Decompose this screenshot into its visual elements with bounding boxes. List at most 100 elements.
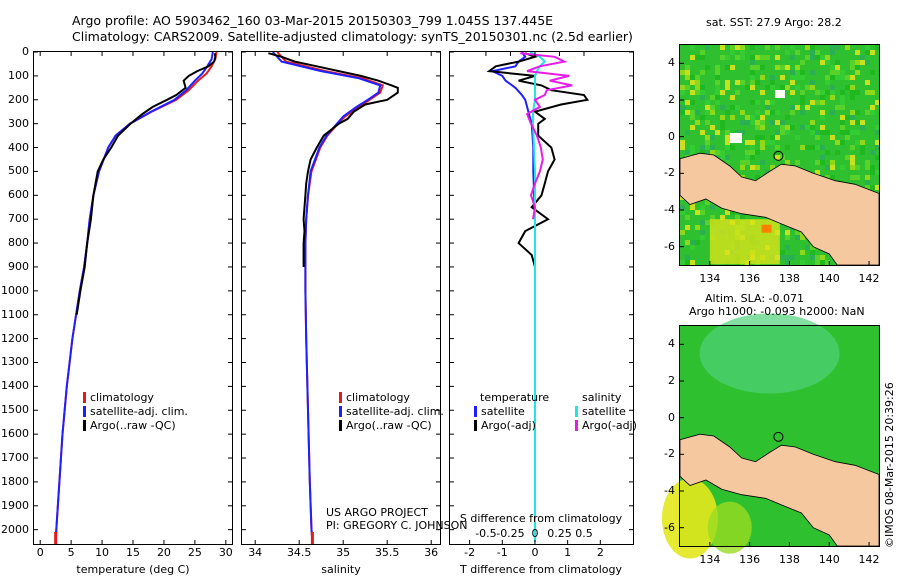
map-x-tick-label: 136 [739,553,761,566]
sst-pixel [855,60,860,65]
sst-pixel [835,70,840,75]
depth-tick-label: 800 [8,236,29,250]
sst-pixel [695,80,700,85]
sst-pixel [785,235,790,240]
sst-pixel [750,145,755,150]
depth-tick-label: 200 [8,92,29,106]
sst-pixel [855,110,860,115]
sst-pixel [685,215,690,220]
sst-pixel [765,85,770,90]
sst-pixel [695,240,700,245]
sst-pixel [815,135,820,140]
sst-pixel [685,260,690,265]
sst-pixel [785,145,790,150]
sst-pixel [775,120,780,125]
sst-pixel [840,140,845,145]
sst-pixel [830,75,835,80]
sst-pixel [700,145,705,150]
sst-pixel [750,80,755,85]
sst-pixel [770,120,775,125]
sst-pixel [865,50,870,55]
sst-pixel [845,115,850,120]
depth-tick-label: 1900 [1,498,29,512]
sst-pixel [850,130,855,135]
sst-pixel [720,125,725,130]
sst-pixel [845,85,850,90]
sst-pixel [730,95,735,100]
sst-pixel [730,65,735,70]
sst-pixel [680,110,685,115]
sst-pixel [700,50,705,55]
sst-pixel [705,145,710,150]
depth-tick-label: 1000 [1,283,29,297]
diff-legend-temperature-title: temperature [480,391,550,404]
sst-pixel [760,75,765,80]
sst-pixel [740,45,745,50]
sst-pixel [760,65,765,70]
sst-pixel [770,140,775,145]
sst-pixel [820,260,825,265]
sst-pixel [815,90,820,95]
sst-pixel [840,125,845,130]
sst-pixel [830,95,835,100]
sst-map-axes [679,44,880,266]
sst-pixel [825,80,830,85]
sst-pixel [690,90,695,95]
sst-pixel [750,100,755,105]
sst-pixel [760,90,765,95]
sst-pixel [725,65,730,70]
depth-tick-label: 500 [8,164,29,178]
sst-pixel [805,85,810,90]
sst-pixel [850,85,855,90]
sst-pixel [845,45,850,50]
sst-pixel [680,70,685,75]
map-x-tick-label: 140 [818,272,840,285]
map-y-tick-label: 2 [668,374,675,387]
sst-pixel [740,160,745,165]
sla-map-title-line2: Argo h1000: -0.093 h2000: NaN [689,305,865,318]
sst-pixel [840,105,845,110]
sst-pixel [795,65,800,70]
s-tick-label: 0 [531,527,539,540]
sst-pixel [750,150,755,155]
difference-axes [449,51,634,545]
sst-pixel [830,90,835,95]
sst-pixel [735,105,740,110]
sst-pixel [700,55,705,60]
sst-pixel [855,50,860,55]
sst-pixel [840,130,845,135]
sst-pixel [720,105,725,110]
sst-pixel [865,60,870,65]
sst-pixel [850,165,855,170]
sst-pixel [775,130,780,135]
map-y-tick-label: -2 [664,166,675,180]
sst-pixel [705,105,710,110]
sst-pixel [855,175,860,180]
map-x-tick-label: 140 [818,553,840,566]
series-line-satellite-adj-clim- [54,51,214,542]
sst-pixel [715,70,720,75]
sst-pixel [705,65,710,70]
sst-pixel [805,145,810,150]
sal-legend-climatology: climatology [346,391,410,404]
sst-pixel [830,135,835,140]
sst-pixel [700,130,705,135]
sst-pixel [760,135,765,140]
sst-pixel [835,75,840,80]
sst-pixel [805,105,810,110]
legend-swatch-t-satellite [474,406,477,417]
sst-pixel [685,65,690,70]
sst-pixel [750,85,755,90]
maps-layer [661,45,880,559]
sst-pixel [850,90,855,95]
sst-pixel [855,70,860,75]
sst-pixel [720,215,725,220]
sst-pixel [700,115,705,120]
depth-tick-label: 1800 [1,474,29,488]
sst-pixel [820,60,825,65]
sst-pixel [720,55,725,60]
sst-pixel [775,65,780,70]
sst-pixel [800,260,805,265]
sst-pixel [745,115,750,120]
diff-legend-t-argo: Argo(-adj) [481,419,536,432]
